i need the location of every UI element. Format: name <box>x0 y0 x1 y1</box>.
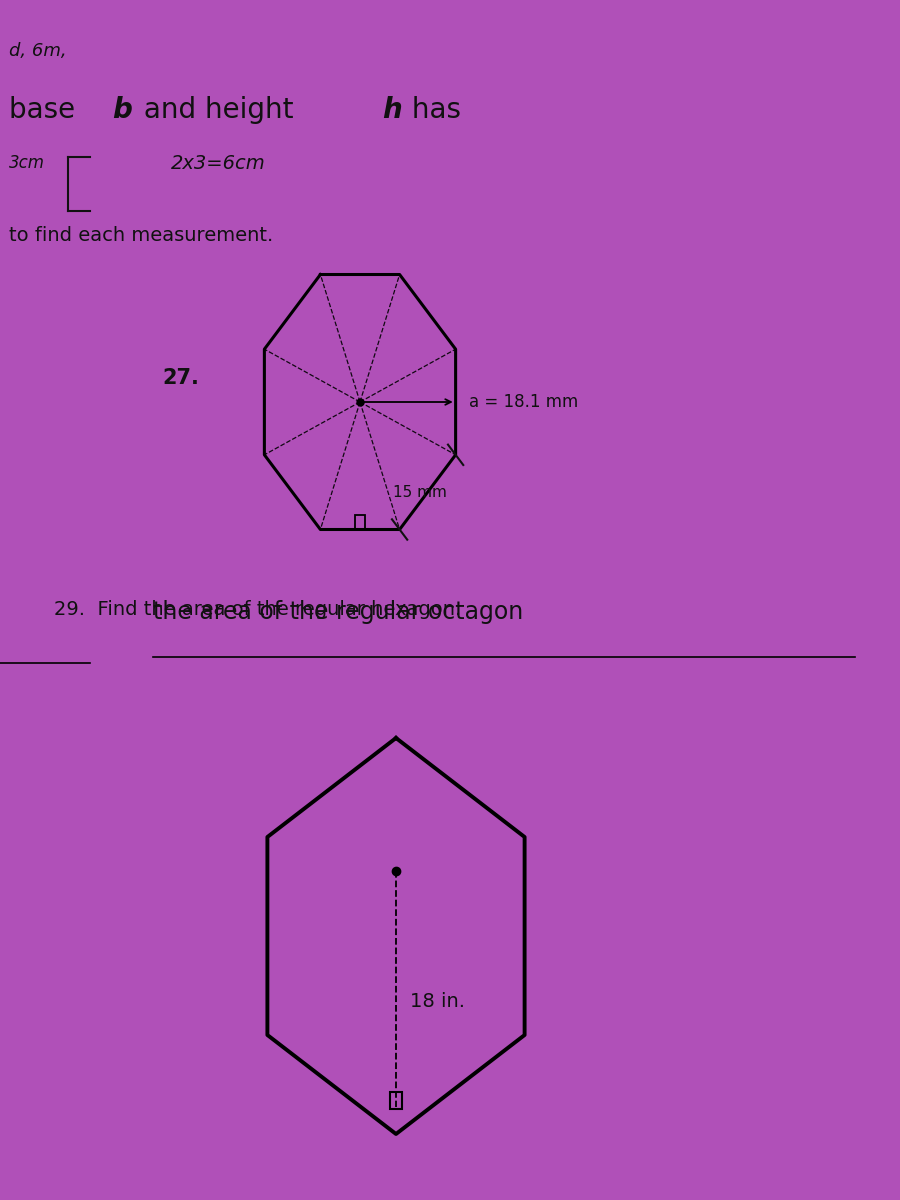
Text: 18 in.: 18 in. <box>410 991 464 1010</box>
Text: base: base <box>9 96 84 124</box>
Text: h: h <box>382 96 402 124</box>
Text: d, 6m,: d, 6m, <box>9 42 67 60</box>
Text: and height: and height <box>135 96 302 124</box>
Text: b: b <box>112 96 132 124</box>
Text: 27.: 27. <box>162 368 199 388</box>
Text: 29.  Find the area of the regular hexagon.: 29. Find the area of the regular hexagon… <box>54 600 461 619</box>
Text: the area of the regular octagon: the area of the regular octagon <box>153 600 523 624</box>
Text: to find each measurement.: to find each measurement. <box>9 226 274 245</box>
Text: 15 mm: 15 mm <box>392 485 446 500</box>
Text: 2x3=6cm: 2x3=6cm <box>171 154 266 173</box>
Text: 3cm: 3cm <box>9 154 45 172</box>
Text: has: has <box>403 96 461 124</box>
Text: a = 18.1 mm: a = 18.1 mm <box>469 392 579 410</box>
